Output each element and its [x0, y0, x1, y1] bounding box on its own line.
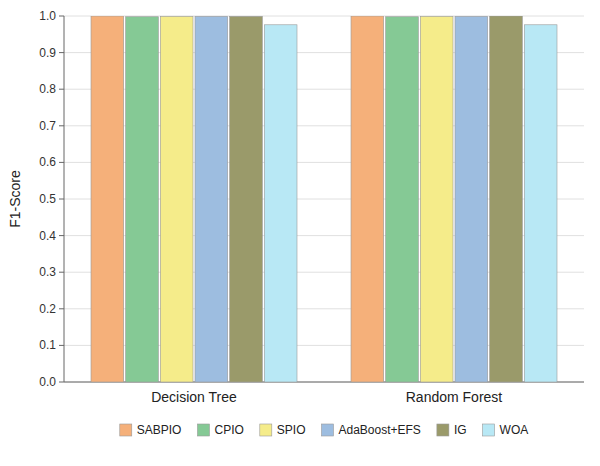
bar — [351, 16, 384, 382]
legend-swatch — [197, 424, 209, 436]
bar — [126, 17, 159, 382]
bar — [230, 16, 263, 382]
bar — [524, 25, 557, 382]
y-tick — [59, 125, 64, 126]
legend-label: SABPIO — [137, 423, 182, 437]
y-tick-label: 0.0 — [39, 375, 56, 389]
legend-label: CPIO — [214, 423, 243, 437]
x-tick-label: Random Forest — [406, 389, 503, 405]
y-tick-label: 0.7 — [39, 119, 56, 133]
x-tick-label: Decision Tree — [151, 389, 237, 405]
y-tick — [59, 162, 64, 163]
legend-item: CPIO — [197, 423, 243, 437]
y-tick-label: 0.6 — [39, 155, 56, 169]
legend-label: SPIO — [277, 423, 306, 437]
legend-item: SABPIO — [120, 423, 182, 437]
bar — [160, 16, 193, 382]
legend: SABPIO CPIO SPIO AdaBoost+EFS IG WOA — [120, 423, 528, 437]
y-tick — [59, 382, 64, 383]
y-tick-label: 0.8 — [39, 82, 56, 96]
y-tick — [59, 199, 64, 200]
y-axis-label: F1-Score — [7, 170, 23, 228]
y-axis-line — [64, 16, 65, 382]
bar — [386, 17, 419, 382]
legend-item: SPIO — [260, 423, 306, 437]
legend-label: WOA — [500, 423, 529, 437]
grid — [64, 16, 584, 382]
bar — [490, 16, 523, 382]
bar — [195, 16, 228, 382]
y-tick-label: 0.5 — [39, 192, 56, 206]
legend-swatch — [483, 424, 495, 436]
axes: 0.0 0.1 0.2 0.3 0.4 0.5 0.6 0.7 0.8 0.9 1.0 Decisio… — [39, 9, 584, 405]
legend-item: IG — [437, 423, 467, 437]
y-tick-label: 0.9 — [39, 46, 56, 60]
legend-swatch — [321, 424, 333, 436]
legend-label: AdaBoost+EFS — [338, 423, 420, 437]
legend-swatch — [120, 424, 132, 436]
y-tick-label: 0.2 — [39, 302, 56, 316]
bar — [455, 16, 488, 382]
y-tick — [59, 52, 64, 53]
y-tick-label: 0.4 — [39, 229, 56, 243]
bar — [264, 25, 297, 382]
legend-swatch — [260, 424, 272, 436]
chart: 0.0 0.1 0.2 0.3 0.4 0.5 0.6 0.7 0.8 0.9 1.0 Decisio… — [0, 0, 600, 466]
legend-label: IG — [454, 423, 467, 437]
y-tick — [59, 89, 64, 90]
legend-item: WOA — [483, 423, 529, 437]
y-tick-label: 0.1 — [39, 338, 56, 352]
y-tick — [59, 345, 64, 346]
y-tick — [59, 308, 64, 309]
y-tick-label: 1.0 — [39, 9, 56, 23]
y-tick — [59, 272, 64, 273]
bar — [91, 16, 124, 382]
y-tick — [59, 16, 64, 17]
bar — [420, 16, 453, 382]
bars — [91, 16, 557, 382]
legend-swatch — [437, 424, 449, 436]
y-tick-label: 0.3 — [39, 265, 56, 279]
legend-item: AdaBoost+EFS — [321, 423, 420, 437]
y-tick — [59, 235, 64, 236]
